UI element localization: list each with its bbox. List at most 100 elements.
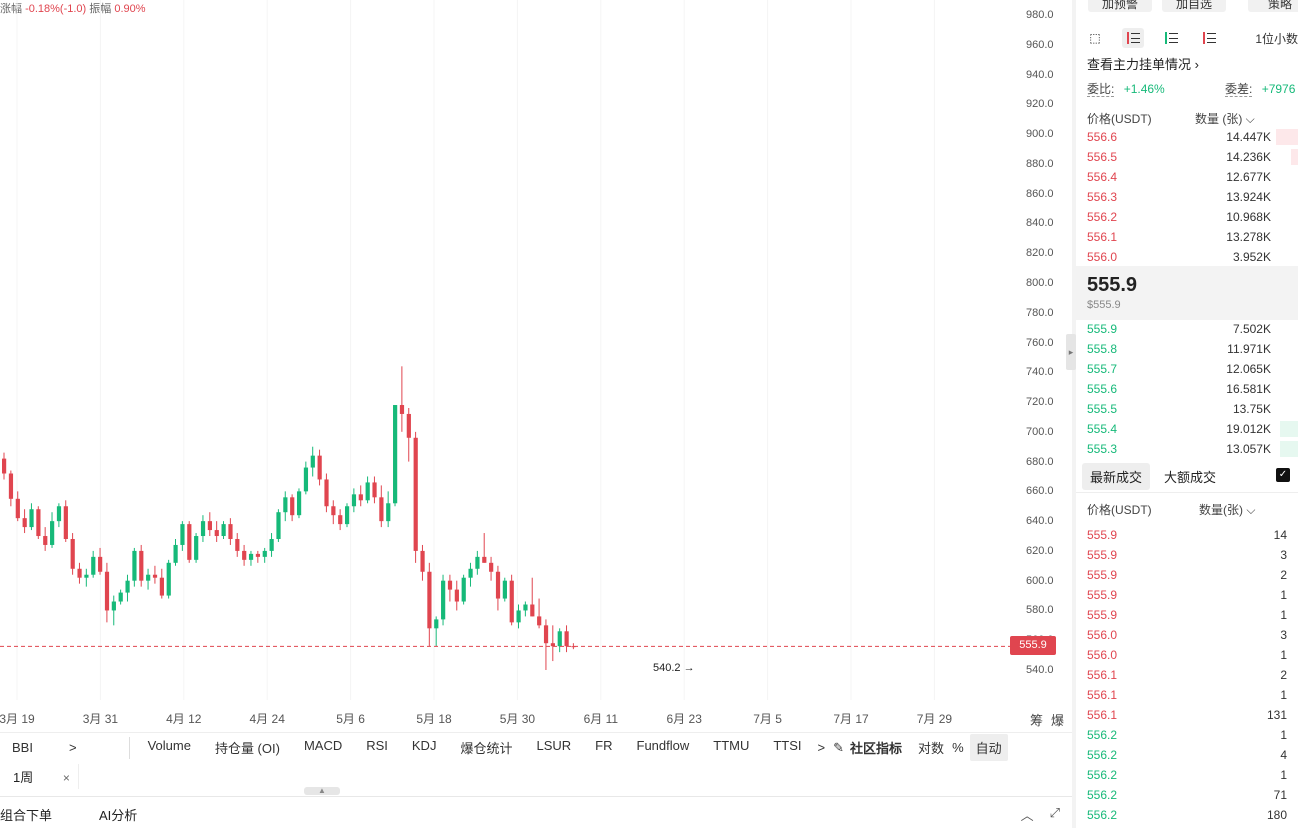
- indicator-item[interactable]: TTSI: [773, 738, 802, 753]
- candle: [399, 366, 405, 432]
- trade-price: 556.2: [1087, 768, 1118, 782]
- candle: [283, 491, 288, 522]
- candle-body: [43, 536, 48, 545]
- checkbox[interactable]: ✓: [1276, 468, 1290, 482]
- percent-scale-toggle[interactable]: %: [952, 740, 964, 755]
- candle-body: [523, 604, 528, 611]
- indicator-bbi[interactable]: BBI: [12, 740, 33, 755]
- candle-body: [413, 437, 418, 551]
- tab-latest-trades[interactable]: 最新成交: [1082, 462, 1151, 490]
- candle: [379, 485, 384, 528]
- candle: [228, 518, 233, 545]
- candle: [434, 616, 439, 647]
- trade-row: 555.9 3: [1076, 544, 1298, 564]
- indicator-item[interactable]: KDJ: [411, 738, 437, 753]
- candle-body: [84, 574, 89, 578]
- ask-row[interactable]: 556.0 3.952K: [1076, 247, 1298, 267]
- indicator-item[interactable]: 爆仓统计: [460, 741, 513, 756]
- diff-value: +7976: [1261, 82, 1296, 96]
- precision-select[interactable]: 1位小数: [1255, 32, 1298, 46]
- view-asks-icon[interactable]: [1198, 28, 1220, 48]
- bid-row[interactable]: 555.5 13.75K: [1076, 399, 1298, 419]
- ob-qty-header[interactable]: 数量 (张) ⌵: [1195, 112, 1255, 126]
- candle-body: [50, 521, 55, 545]
- major-orders-link[interactable]: 查看主力挂单情况 ›: [1087, 54, 1199, 73]
- ask-row[interactable]: 556.5 14.236K: [1076, 147, 1298, 167]
- ob-price: 555.6: [1087, 382, 1118, 396]
- candle: [43, 527, 48, 551]
- candle-body: [427, 571, 432, 629]
- candle-body: [262, 550, 267, 557]
- indicator-scroll-arrow[interactable]: >: [817, 740, 826, 755]
- candle: [489, 556, 494, 581]
- chips-toggle[interactable]: 筹: [1030, 713, 1044, 728]
- top-action-button[interactable]: 加自选: [1162, 0, 1226, 12]
- indicator-item[interactable]: RSI: [366, 738, 388, 753]
- ask-row[interactable]: 556.6 14.447K: [1076, 127, 1298, 147]
- candle-body: [242, 550, 247, 560]
- kline-chart[interactable]: 涨幅 -0.18%(-1.0) 振幅 0.90% 980.0 960.0 940.0…: [0, 0, 1072, 730]
- auto-scale-toggle[interactable]: 自动: [969, 734, 1008, 761]
- top-action-button[interactable]: 加预警: [1088, 0, 1152, 12]
- indicator-item[interactable]: 持仓量 (OI): [214, 741, 280, 756]
- burst-toggle[interactable]: 爆: [1051, 713, 1065, 728]
- close-icon[interactable]: ×: [62, 770, 70, 785]
- candle-body: [296, 491, 302, 516]
- chevron-up-icon[interactable]: ︿: [1020, 808, 1034, 823]
- ask-row[interactable]: 556.1 13.278K: [1076, 227, 1298, 247]
- price-tick-label: 780.0: [1026, 306, 1054, 319]
- candle-body: [132, 550, 137, 581]
- expand-icon[interactable]: ⤢: [1049, 805, 1060, 820]
- indicator-more-arrow[interactable]: >: [68, 740, 77, 755]
- price-tick-label: 760.0: [1026, 336, 1054, 349]
- ask-row[interactable]: 556.4 12.677K: [1076, 167, 1298, 187]
- time-tick-label: 5月 6: [336, 712, 365, 726]
- panel-resize-handle[interactable]: ▲: [304, 787, 340, 795]
- ask-row[interactable]: 556.2 10.968K: [1076, 207, 1298, 227]
- trade-qty: 1: [1280, 728, 1287, 742]
- bid-row[interactable]: 555.8 11.971K: [1076, 339, 1298, 359]
- bid-row[interactable]: 555.3 13.057K: [1076, 439, 1298, 459]
- bid-row[interactable]: 555.7 12.065K: [1076, 359, 1298, 379]
- tab-large-trades[interactable]: 大额成交: [1164, 469, 1217, 485]
- tab-ai-analysis[interactable]: AI分析: [99, 808, 138, 823]
- indicator-item[interactable]: LSUR: [536, 738, 572, 753]
- candle: [276, 509, 281, 542]
- indicator-item[interactable]: MACD: [303, 738, 343, 753]
- tr-qty-header[interactable]: 数量(张) ⌵: [1199, 503, 1256, 517]
- candle: [194, 533, 199, 563]
- bid-row[interactable]: 555.4 19.012K: [1076, 419, 1298, 439]
- log-scale-toggle[interactable]: 对数: [918, 741, 945, 756]
- indicator-item[interactable]: Volume: [147, 738, 191, 753]
- ob-qty: 13.278K: [1226, 230, 1271, 244]
- time-tick-label: 7月 5: [753, 712, 782, 726]
- timeframe-chip[interactable]: 1周 ×: [5, 763, 79, 789]
- ob-qty: 13.057K: [1226, 442, 1271, 456]
- ob-price: 556.6: [1087, 130, 1118, 144]
- view-both-icon[interactable]: [1122, 28, 1144, 48]
- price-tick-label: 840.0: [1026, 217, 1054, 230]
- candle-body: [338, 515, 343, 525]
- indicator-item[interactable]: FR: [595, 738, 613, 753]
- ob-qty: 11.971K: [1227, 342, 1271, 356]
- price-axis[interactable]: 980.0 960.0 940.0 920.0 900.0 880.0 860.0 840.0…: [1010, 0, 1072, 700]
- price-tick-label: 860.0: [1026, 187, 1054, 200]
- edit-icon[interactable]: ✎: [833, 739, 845, 755]
- view-bids-icon[interactable]: [1160, 28, 1182, 48]
- candle-body: [248, 553, 254, 560]
- candle: [454, 580, 459, 611]
- indicator-item[interactable]: Fundflow: [636, 738, 690, 753]
- top-action-button[interactable]: 策略: [1248, 0, 1298, 12]
- expand-view-icon[interactable]: ⬚: [1089, 31, 1101, 45]
- ask-row[interactable]: 556.3 13.924K: [1076, 187, 1298, 207]
- tab-combo-order[interactable]: 组合下单: [0, 808, 53, 823]
- indicator-item[interactable]: TTMU: [713, 738, 750, 753]
- bid-row[interactable]: 555.6 16.581K: [1076, 379, 1298, 399]
- community-indicators[interactable]: 社区指标: [850, 741, 903, 756]
- collapse-handle[interactable]: ▸: [1066, 334, 1076, 370]
- candles-plot[interactable]: [0, 0, 1010, 700]
- bid-row[interactable]: 555.9 7.502K: [1076, 319, 1298, 339]
- order-ratio-row: 委比: +1.46% 委差: +7976: [1087, 80, 1298, 97]
- candle-body: [180, 524, 185, 545]
- candle-body: [495, 571, 501, 599]
